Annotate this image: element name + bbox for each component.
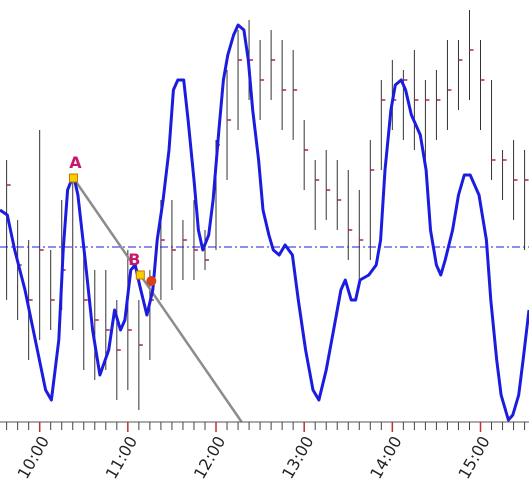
annotation-label: A [69,153,82,172]
x-tick-label: 13:00 [278,433,318,482]
x-tick-label: 15:00 [454,433,494,482]
indicator-line [0,23,529,422]
x-tick-label: 14:00 [366,433,406,482]
anchor-point [135,270,145,280]
marker [146,276,157,286]
trendline [72,177,243,423]
x-tick-label: 12:00 [190,433,230,482]
anchor-point [68,173,78,183]
x-tick-label: 10:00 [14,433,54,482]
x-tick-label: 11:00 [102,433,142,482]
annotation-label: B [128,250,140,269]
